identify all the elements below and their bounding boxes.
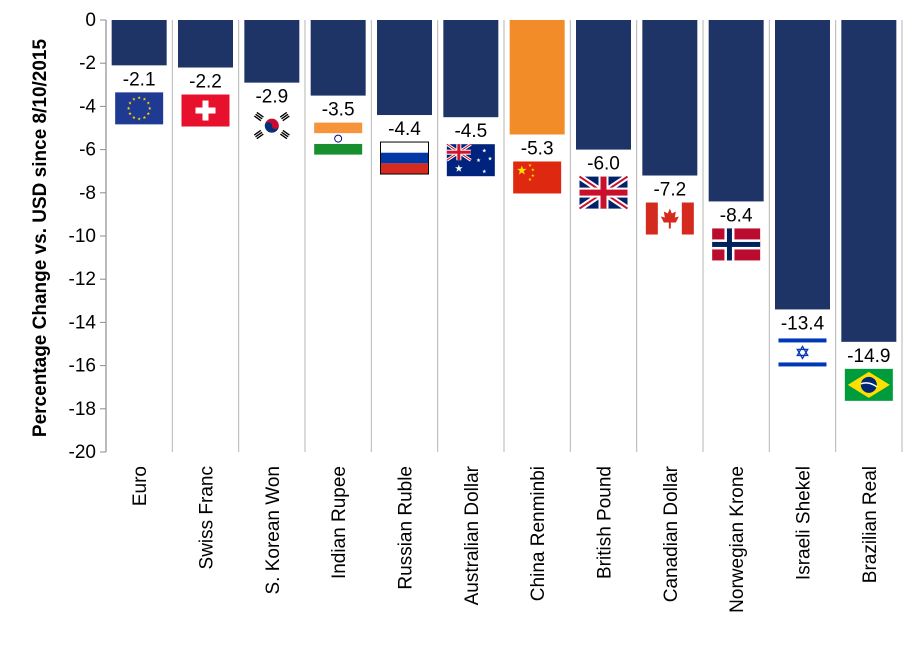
bar bbox=[708, 20, 764, 202]
category-label: British Pound bbox=[595, 466, 616, 579]
x-axis: Euro Swiss Franc S. Korean Won Indian Rupee… bbox=[130, 465, 881, 612]
y-tick-label: -10 bbox=[69, 226, 96, 247]
y-tick-label: -16 bbox=[69, 356, 96, 377]
bar bbox=[509, 20, 565, 135]
canada-flag-icon bbox=[645, 202, 694, 235]
data-label: -14.9 bbox=[847, 346, 890, 367]
israel-flag-icon bbox=[778, 336, 827, 369]
y-tick-label: -18 bbox=[69, 399, 96, 420]
bar bbox=[576, 20, 631, 150]
data-label: -7.2 bbox=[653, 180, 686, 201]
category-label: Israeli Shekel bbox=[794, 466, 815, 580]
y-tick-label: 0 bbox=[85, 10, 96, 31]
brazil-flag-icon bbox=[844, 368, 893, 401]
category-label: S. Korean Won bbox=[263, 466, 284, 595]
uk-flag-icon bbox=[577, 174, 630, 212]
data-label: -6.0 bbox=[587, 154, 620, 175]
bar bbox=[178, 20, 233, 68]
data-label: -4.5 bbox=[454, 121, 487, 142]
data-label: -5.3 bbox=[521, 138, 554, 159]
category-label: China Renminbi bbox=[528, 466, 549, 601]
y-tick-label: -6 bbox=[79, 140, 96, 161]
bar bbox=[775, 20, 830, 310]
bar bbox=[443, 20, 499, 118]
bar bbox=[377, 20, 432, 116]
y-axis: 0 -2 -4 -6 -8 -10 -12 -14 -16 -18 -20 bbox=[69, 10, 107, 463]
bars bbox=[111, 20, 897, 342]
category-label: Canadian Dollar bbox=[661, 465, 682, 602]
category-label: Indian Rupee bbox=[329, 466, 350, 579]
category-label: Australian Dollar bbox=[462, 465, 483, 605]
data-label: -2.9 bbox=[255, 87, 288, 108]
bar bbox=[310, 20, 366, 96]
data-labels: -2.1 -2.2 -2.9 -3.5 -4.4 -4.5 -5.3 -6.0 -7.2 -8.4… bbox=[123, 69, 891, 366]
category-label: Norwegian Krone bbox=[727, 466, 748, 613]
y-tick-label: -20 bbox=[69, 442, 96, 463]
bar bbox=[111, 20, 167, 66]
switzerland-flag-icon bbox=[181, 94, 230, 127]
flags bbox=[115, 92, 893, 401]
category-label: Brazilian Real bbox=[860, 466, 881, 583]
y-tick-label: -8 bbox=[79, 183, 96, 204]
bar bbox=[642, 20, 698, 176]
norway-flag-icon bbox=[712, 228, 761, 261]
category-label: Russian Ruble bbox=[396, 466, 417, 590]
y-tick-label: -2 bbox=[79, 53, 96, 74]
eu-flag-icon bbox=[115, 92, 164, 125]
data-label: -2.1 bbox=[123, 69, 156, 90]
data-label: -4.4 bbox=[388, 119, 421, 140]
australia-flag-icon bbox=[446, 142, 495, 177]
y-tick-label: -4 bbox=[79, 96, 96, 117]
y-axis-title: Percentage Change vs. USD since 8/10/201… bbox=[30, 38, 51, 437]
south-korea-flag-icon bbox=[247, 109, 296, 142]
india-flag-icon bbox=[314, 122, 363, 155]
bar bbox=[841, 20, 897, 342]
y-tick-label: -14 bbox=[69, 312, 97, 333]
category-label: Swiss Franc bbox=[197, 466, 218, 569]
y-tick-label: -12 bbox=[69, 269, 96, 290]
russia-flag-icon bbox=[380, 141, 429, 175]
data-label: -13.4 bbox=[781, 313, 825, 334]
data-label: -2.2 bbox=[189, 72, 222, 93]
gridlines bbox=[105, 20, 903, 452]
data-label: -8.4 bbox=[720, 205, 753, 226]
category-label: Euro bbox=[130, 466, 151, 506]
china-flag-icon bbox=[513, 161, 562, 194]
data-label: -3.5 bbox=[322, 100, 355, 121]
bar bbox=[244, 20, 300, 83]
